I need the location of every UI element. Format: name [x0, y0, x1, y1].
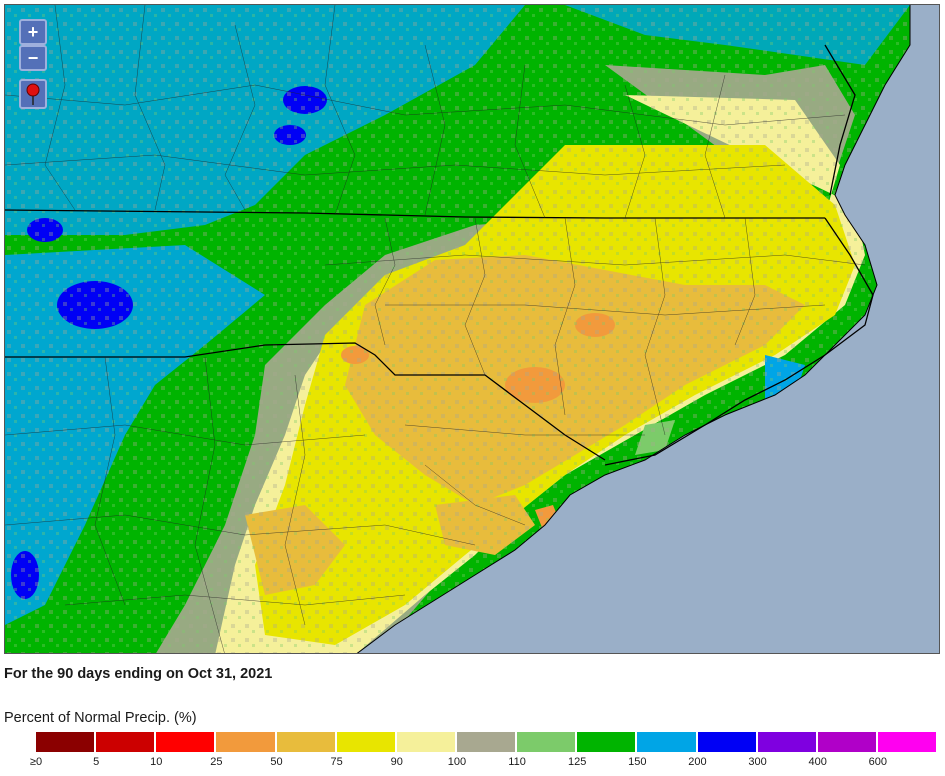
location-pin-icon — [26, 83, 40, 105]
legend-swatch — [216, 732, 277, 752]
precip-field — [5, 5, 910, 653]
map-canvas — [5, 5, 939, 653]
legend-tick-label: 400 — [808, 756, 827, 768]
legend-swatch — [877, 732, 939, 752]
legend-tick-label: 5 — [93, 756, 100, 768]
legend-swatch — [637, 732, 698, 752]
legend-swatch — [96, 732, 157, 752]
legend-tick-label: 75 — [330, 756, 343, 768]
legend-tick-label: 100 — [447, 756, 467, 768]
legend-tick-label: 300 — [748, 756, 767, 768]
legend-tick-label: 150 — [628, 756, 647, 768]
legend-tick-label: 90 — [390, 756, 403, 768]
map-caption: For the 90 days ending on Oct 31, 2021 — [4, 666, 273, 682]
legend-swatch — [336, 732, 397, 752]
county-boundaries — [5, 5, 866, 653]
coastline — [356, 5, 911, 653]
legend-swatch — [697, 732, 758, 752]
legend-swatch — [757, 732, 818, 752]
zoom-in-button[interactable]: + — [19, 19, 47, 45]
legend-swatch — [396, 732, 457, 752]
legend-tick-label: 50 — [270, 756, 283, 768]
location-pin-button[interactable] — [19, 79, 47, 109]
legend-swatch — [817, 732, 878, 752]
legend-tick-label: 110 — [508, 756, 526, 768]
legend-ticks: ≥0 5 10 25 50 75 90 100 110 125 150 200 300 400 600 — [0, 756, 945, 774]
precipitation-map[interactable]: + − — [4, 4, 940, 654]
legend-tick-label: 600 — [868, 756, 888, 768]
legend-tick-label: 25 — [210, 756, 223, 768]
legend-tick-label: 200 — [688, 756, 707, 768]
color-legend — [36, 732, 939, 754]
legend-tick-label: ≥0 — [29, 756, 43, 768]
legend-title: Percent of Normal Precip. (%) — [4, 710, 197, 726]
state-boundaries — [5, 44, 874, 466]
legend-swatch — [156, 732, 217, 752]
zoom-out-button[interactable]: − — [19, 45, 47, 71]
legend-tick-label: 125 — [568, 756, 587, 768]
legend-tick-label: 10 — [150, 756, 163, 768]
legend-swatch — [517, 732, 578, 752]
legend-swatch — [36, 732, 97, 752]
legend-swatch — [276, 732, 337, 752]
legend-swatch — [456, 732, 518, 752]
legend-swatch — [577, 732, 638, 752]
